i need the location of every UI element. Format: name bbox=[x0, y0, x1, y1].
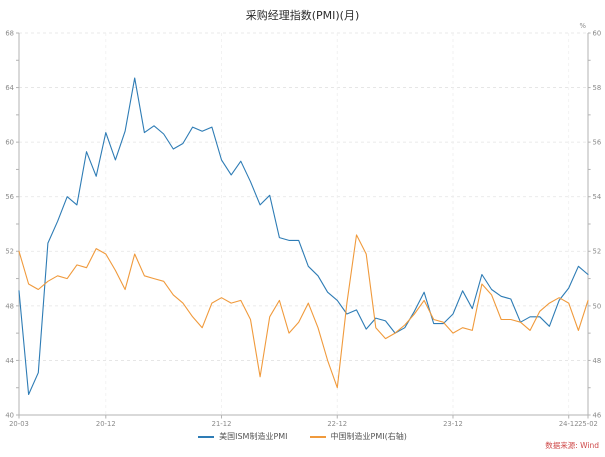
svg-text:20-03: 20-03 bbox=[9, 420, 29, 428]
svg-text:44: 44 bbox=[5, 357, 14, 365]
legend-line-swatch bbox=[198, 435, 215, 438]
axis-right: 46 48 50 52 54 56 58 60% bbox=[580, 22, 602, 419]
svg-text:54: 54 bbox=[593, 193, 602, 201]
gridlines bbox=[19, 32, 588, 415]
series-line-us-ism-pmi bbox=[18, 77, 589, 396]
svg-text:24-12: 24-12 bbox=[559, 420, 579, 428]
svg-text:46: 46 bbox=[593, 411, 602, 419]
svg-text:52: 52 bbox=[593, 248, 602, 256]
axis-x: 20-03 20-12 21-12 22-12 23-12 24-12 25-02 bbox=[9, 415, 598, 428]
svg-text:48: 48 bbox=[5, 302, 14, 310]
chart-title: 采购经理指数(PMI)(月) bbox=[245, 9, 360, 22]
legend-item-us-ism-pmi[interactable]: 美国ISM制造业PMI bbox=[198, 431, 288, 442]
svg-text:20-12: 20-12 bbox=[96, 420, 116, 428]
svg-text:22-12: 22-12 bbox=[327, 420, 347, 428]
svg-text:58: 58 bbox=[593, 84, 602, 92]
svg-text:60: 60 bbox=[593, 29, 602, 37]
svg-text:68: 68 bbox=[5, 29, 14, 37]
svg-text:40: 40 bbox=[5, 411, 14, 419]
legend-line-swatch bbox=[309, 435, 326, 438]
legend: 美国ISM制造业PMI 中国制造业PMI(右轴) bbox=[0, 431, 605, 442]
legend-label: 中国制造业PMI(右轴) bbox=[330, 432, 407, 441]
svg-text:56: 56 bbox=[593, 139, 602, 147]
svg-text:60: 60 bbox=[5, 139, 14, 147]
svg-text:48: 48 bbox=[593, 357, 602, 365]
legend-label: 美国ISM制造业PMI bbox=[219, 432, 288, 441]
axes bbox=[18, 33, 589, 416]
legend-item-china-pmi[interactable]: 中国制造业PMI(右轴) bbox=[309, 431, 407, 442]
svg-text:56: 56 bbox=[5, 193, 14, 201]
axis-left: 40 44 48 52 56 60 64 68 bbox=[5, 29, 19, 419]
svg-text:23-12: 23-12 bbox=[443, 420, 463, 428]
series-line-china-pmi bbox=[18, 234, 589, 389]
svg-text:21-12: 21-12 bbox=[212, 420, 232, 428]
svg-text:%: % bbox=[580, 22, 587, 30]
svg-text:25-02: 25-02 bbox=[578, 420, 598, 428]
svg-text:64: 64 bbox=[5, 84, 14, 92]
data-source-label: 数据来源: Wind bbox=[545, 441, 599, 450]
svg-text:52: 52 bbox=[5, 248, 14, 256]
svg-text:50: 50 bbox=[593, 302, 602, 310]
